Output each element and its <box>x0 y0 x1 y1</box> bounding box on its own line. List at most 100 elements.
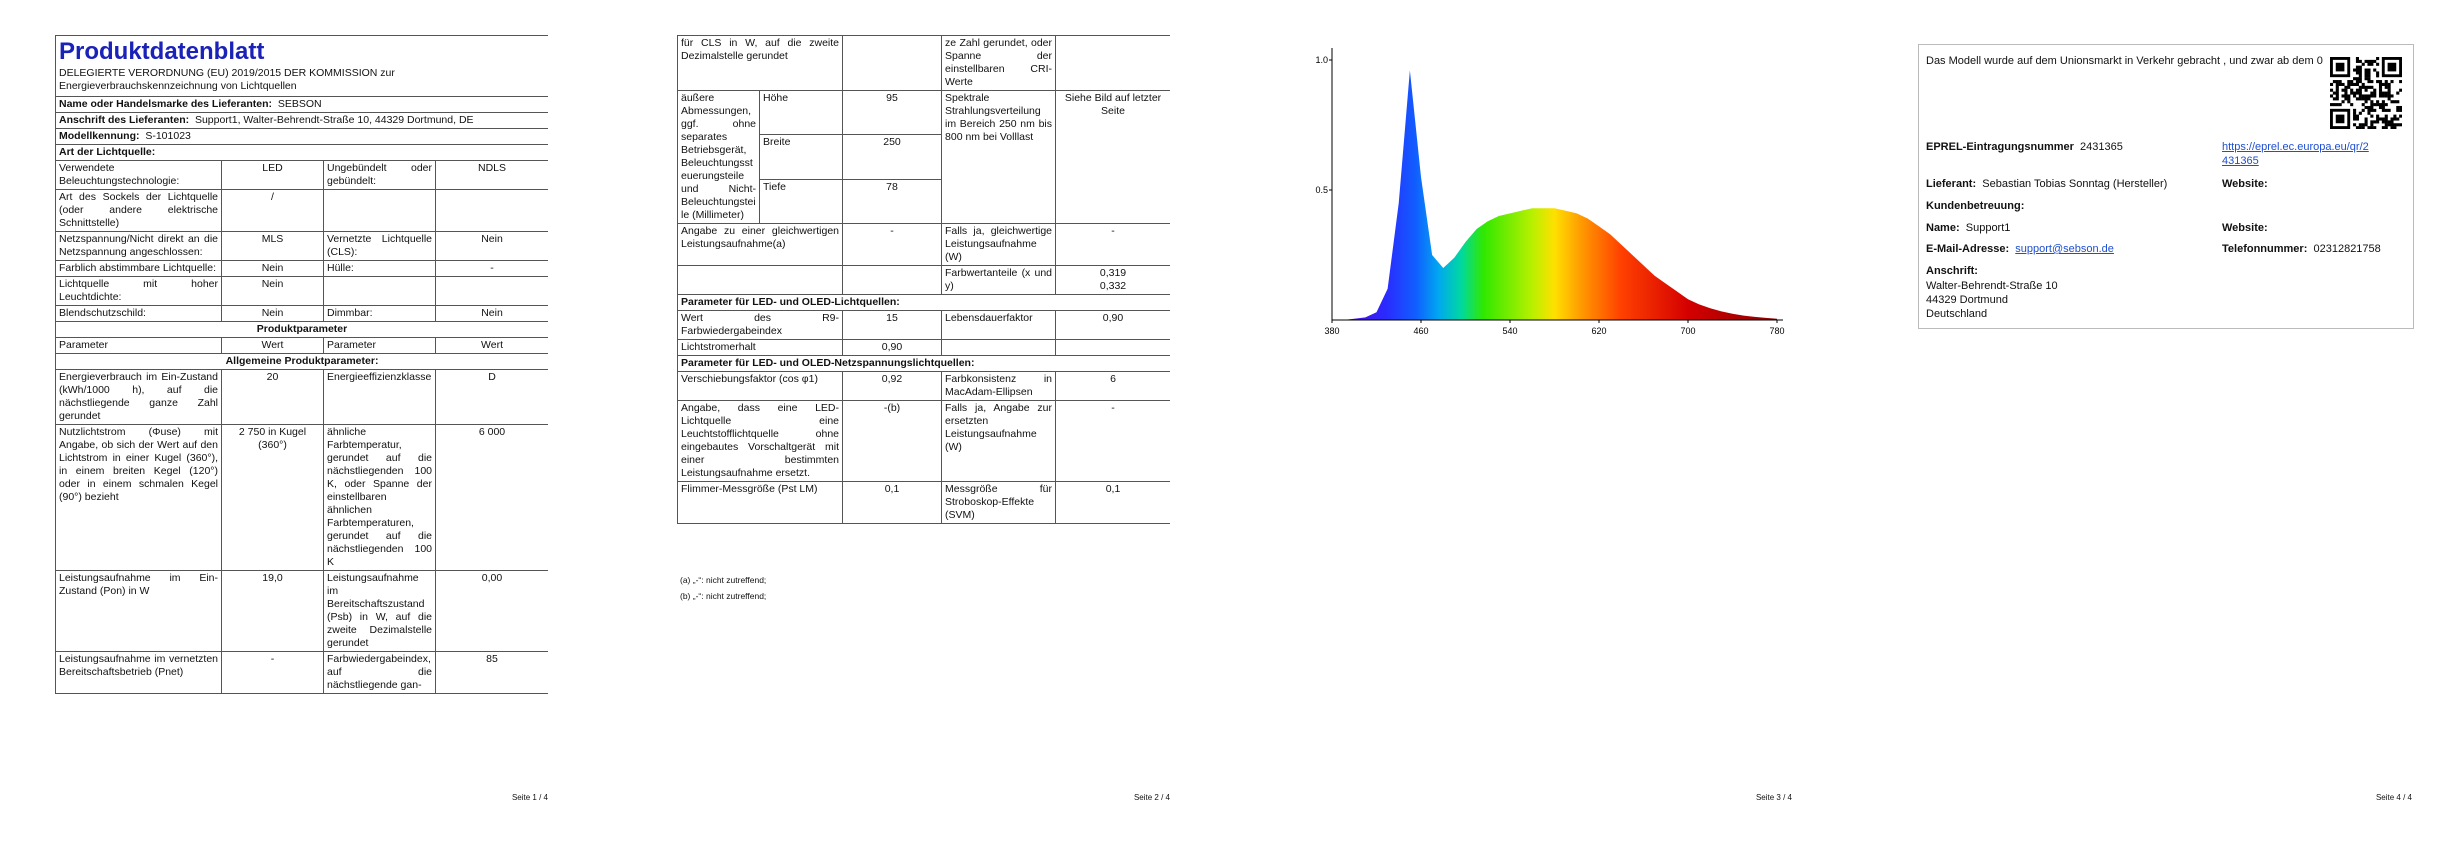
qr-module <box>2364 59 2368 63</box>
table-cell <box>842 35 943 91</box>
table-cell: Falls ja, gleichwertige Leistungsaufnahm… <box>941 223 1057 266</box>
table-cell: 0,1 <box>842 481 943 524</box>
datasheet-table: Produktdatenblatt DELEGIERTE VERORDNUNG … <box>55 35 548 694</box>
page-footer: Seite 4 / 4 <box>2375 793 2412 802</box>
label: Name: <box>1926 222 1960 234</box>
qr-module <box>2344 91 2348 95</box>
table-cell: 0,92 <box>842 371 943 401</box>
qr-module <box>2364 68 2368 72</box>
qr-module <box>2384 80 2388 84</box>
eprel-link[interactable]: https://eprel.ec.europa.eu/qr/2431365 <box>2222 141 2369 167</box>
qr-module <box>2390 126 2394 129</box>
qr-module <box>2396 91 2400 95</box>
qr-module <box>2353 77 2357 81</box>
dimension-value: 250 <box>842 134 943 180</box>
qr-module <box>2341 100 2345 104</box>
qr-module <box>2361 123 2365 127</box>
qr-module <box>2373 59 2377 63</box>
label: Website: <box>2222 222 2268 234</box>
qr-module <box>2384 120 2388 124</box>
table-cell: Netzspannung/Nicht direkt an die Netzspa… <box>55 231 222 261</box>
qr-module <box>2373 94 2377 98</box>
qr-module <box>2387 120 2391 124</box>
qr-module <box>2361 103 2365 107</box>
qr-module <box>2373 68 2377 72</box>
qr-module <box>2390 123 2394 127</box>
qr-module <box>2353 114 2357 118</box>
qr-module <box>2350 103 2354 107</box>
page-footer: Seite 2 / 4 <box>1133 793 1170 802</box>
qr-module <box>2330 88 2334 92</box>
table-cell: 20 <box>221 369 324 425</box>
table-cell <box>941 339 1057 356</box>
table-row: Breite 250 <box>678 134 1171 180</box>
table-cell: 6 000 <box>434 424 548 571</box>
table-cell <box>677 265 844 295</box>
qr-module <box>2364 88 2368 92</box>
qr-module <box>2361 82 2365 86</box>
table-cell <box>1055 35 1170 91</box>
section-heading: Parameter für LED- und OLED-Lichtquellen… <box>677 294 1170 311</box>
qr-module <box>2370 94 2374 98</box>
qr-module <box>2332 91 2336 95</box>
qr-module <box>2358 85 2362 89</box>
qr-module <box>2344 85 2348 89</box>
qr-module <box>2364 117 2368 121</box>
table-row: Flimmer-Messgröße (Pst LM) 0,1 Messgröße f… <box>677 481 1170 524</box>
table-row: Lichtquelle mit hoher Leuchtdichte: Nein <box>55 276 548 306</box>
qr-module <box>2367 77 2371 81</box>
cell-line: 0,332 <box>1099 280 1127 292</box>
table-row: Nutzlichtstrom (Φuse) mit Angabe, ob sic… <box>55 424 548 571</box>
spectrum-area <box>1332 70 1777 321</box>
table-cell: Vernetzte Lichtquelle (CLS): <box>323 231 436 261</box>
value: 02312821758 <box>2313 243 2381 255</box>
qr-module <box>2358 71 2362 75</box>
qr-module <box>2384 103 2388 107</box>
email-link[interactable]: support@sebson.de <box>2015 243 2114 255</box>
table-cell: Nutzlichtstrom (Φuse) mit Angabe, ob sic… <box>55 424 222 571</box>
qr-module <box>2355 65 2359 69</box>
qr-module <box>2358 97 2362 101</box>
qr-module <box>2378 82 2383 86</box>
table-cell: Blendschutzschild: <box>55 305 222 322</box>
section-row: Parameter für LED- und OLED-Lichtquellen… <box>677 294 1170 311</box>
qr-module <box>2367 62 2371 66</box>
qr-module <box>2387 85 2391 89</box>
qr-module <box>2370 120 2374 124</box>
qr-module <box>2376 57 2380 61</box>
qr-module <box>2355 57 2359 61</box>
qr-module <box>2341 82 2345 86</box>
qr-module <box>2370 103 2374 107</box>
qr-module <box>2355 68 2359 72</box>
table-cell: 85 <box>434 651 548 694</box>
qr-module <box>2364 100 2368 104</box>
qr-module <box>2373 120 2377 124</box>
qr-module <box>2381 126 2385 129</box>
qr-module <box>2341 88 2345 92</box>
table-row: Leistungsaufnahme im vernetzten Bereitsc… <box>55 651 548 694</box>
qr-module <box>2381 120 2385 124</box>
qr-module <box>2344 97 2348 101</box>
table-row: Verschiebungsfaktor (cos φ1) 0,92 Farbkons… <box>677 371 1170 401</box>
qr-module <box>2370 85 2374 89</box>
qr-module <box>2376 114 2380 118</box>
qr-module <box>2387 88 2391 92</box>
table-cell: Lebensdauerfaktor <box>941 310 1057 340</box>
qr-module <box>2370 62 2374 66</box>
qr-module <box>2381 103 2385 107</box>
qr-module <box>2353 108 2357 112</box>
qr-module <box>2344 94 2348 98</box>
qr-module <box>2358 80 2362 84</box>
page-2: für CLS in W, auf die zweite Dezimalstel… <box>677 35 1170 580</box>
x-tick-label: 620 <box>1591 326 1606 336</box>
page-1: Produktdatenblatt DELEGIERTE VERORDNUNG … <box>55 35 548 787</box>
qr-module <box>2384 85 2388 89</box>
header-row: Produktdatenblatt DELEGIERTE VERORDNUNG … <box>55 35 548 97</box>
table-cell: Farbwertanteile (x und y) <box>941 265 1057 295</box>
qr-module <box>2370 80 2374 84</box>
qr-module <box>2358 65 2362 69</box>
qr-module <box>2347 80 2351 84</box>
table-cell: 2 750 in Kugel (360°) <box>221 424 324 571</box>
table-cell: - <box>842 223 943 266</box>
